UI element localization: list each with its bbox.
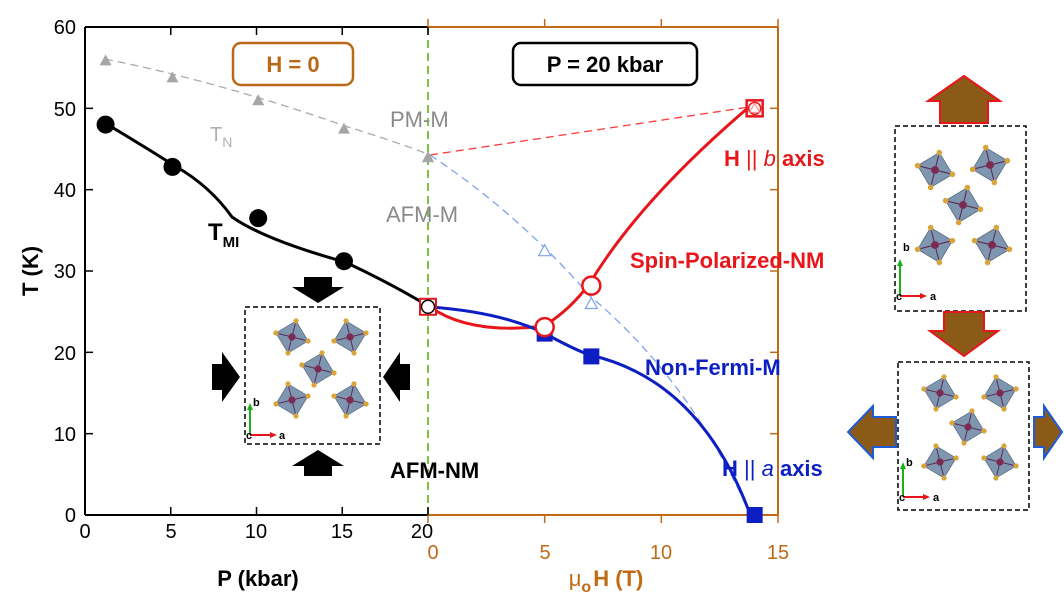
tn-h-b-line bbox=[429, 106, 750, 156]
y-tick-labels: 0 10 20 30 40 50 60 bbox=[54, 17, 76, 527]
y-tick-label: 0 bbox=[65, 505, 76, 527]
h-tick-labels: 0 5 10 15 bbox=[427, 542, 789, 564]
tmi-marker bbox=[249, 209, 268, 228]
y-tick-label: 20 bbox=[54, 343, 76, 365]
inset-pressure-axes: b c a bbox=[246, 397, 286, 442]
p20-box: P = 20 kbar bbox=[511, 41, 699, 87]
inset-field-a-c-label: c bbox=[899, 492, 905, 504]
p-tick-label: 0 bbox=[79, 521, 90, 543]
tn-h-a-curve bbox=[429, 154, 751, 515]
h-a-marker bbox=[746, 507, 763, 523]
inset-field-a-b-label: b bbox=[906, 457, 913, 469]
label-h-b-suffix: axis bbox=[782, 146, 825, 171]
p-tick-label: 20 bbox=[411, 521, 433, 543]
field-a-arrow-left bbox=[846, 403, 897, 461]
tn-marker bbox=[166, 71, 179, 83]
p-tick-label: 15 bbox=[331, 521, 353, 543]
inset-pressure-lattice: b c a bbox=[212, 277, 410, 476]
p20-box-label: P = 20 kbar bbox=[547, 52, 664, 77]
tn-h-marker bbox=[584, 296, 599, 310]
label-afm-nm: AFM-NM bbox=[390, 458, 479, 483]
inset-pressure-b-label: b bbox=[253, 397, 260, 409]
label-h-parallel-a: H || a axis bbox=[722, 456, 823, 481]
inset-field-b-a-label: a bbox=[930, 291, 937, 303]
y-tick-label: 50 bbox=[54, 99, 76, 121]
h-tick-label: 10 bbox=[650, 542, 672, 564]
axis-ticks bbox=[84, 19, 779, 523]
label-h-b-parallel: || bbox=[746, 146, 757, 171]
inset-pressure-c-label: c bbox=[246, 430, 252, 442]
field-b-arrow-top bbox=[924, 74, 1004, 124]
p-tick-labels: 0 5 10 15 20 bbox=[79, 521, 433, 543]
data-markers bbox=[96, 54, 764, 523]
h-axis-title: μoH (T) bbox=[569, 566, 644, 596]
h-axis-title-mu: μ bbox=[569, 566, 582, 591]
tmi-curve bbox=[104, 121, 431, 309]
h-axis-title-sub: o bbox=[581, 579, 591, 596]
label-non-fermi-m: Non-Fermi-M bbox=[645, 355, 781, 380]
inset-field-a-a-label: a bbox=[933, 492, 940, 504]
inset-field-a-lattice: b c a bbox=[846, 361, 1064, 511]
h-b-marker bbox=[581, 275, 602, 296]
junction-circle bbox=[420, 299, 436, 315]
label-tmi-main: T bbox=[208, 219, 223, 246]
inset-field-b-lattice: b c a bbox=[894, 74, 1027, 358]
h-a-marker bbox=[583, 348, 600, 365]
label-afm-m: AFM-M bbox=[386, 202, 458, 227]
tn-marker bbox=[252, 94, 265, 106]
h-tick-label: 0 bbox=[427, 542, 438, 564]
inset-field-b-axes: b c a bbox=[896, 242, 937, 303]
label-pm-m: PM-M bbox=[390, 107, 449, 132]
h-axis-title-rest: H (T) bbox=[593, 566, 643, 591]
label-tn-main: T bbox=[210, 124, 222, 146]
tn-marker bbox=[337, 122, 350, 134]
y-axis-title: T (K) bbox=[18, 246, 43, 296]
label-h-a-axis: a bbox=[762, 456, 774, 481]
inset-field-b-b-label: b bbox=[903, 242, 910, 254]
h-zero-box-label: H = 0 bbox=[266, 52, 319, 77]
y-tick-label: 40 bbox=[54, 180, 76, 202]
inset-field-a-axes: b c a bbox=[899, 457, 940, 504]
label-h-b-axis: b bbox=[764, 146, 776, 171]
tmi-marker bbox=[334, 252, 353, 271]
pressure-arrow-left bbox=[212, 352, 240, 402]
tmi-marker bbox=[163, 157, 182, 176]
pressure-arrow-top bbox=[292, 277, 344, 303]
tmi-marker bbox=[96, 115, 115, 134]
label-h-b-prefix: H bbox=[724, 146, 740, 171]
label-tn: TN bbox=[210, 124, 232, 150]
label-h-a-prefix: H bbox=[722, 456, 738, 481]
tn-h-marker bbox=[537, 243, 552, 257]
label-tn-sub: N bbox=[222, 134, 232, 150]
h-tick-label: 5 bbox=[539, 542, 550, 564]
p-axis-title: P (kbar) bbox=[217, 566, 299, 591]
label-h-a-parallel: || bbox=[744, 456, 755, 481]
label-h-a-suffix: axis bbox=[780, 456, 823, 481]
p-tick-label: 10 bbox=[245, 521, 267, 543]
y-tick-label: 60 bbox=[54, 17, 76, 39]
y-tick-label: 30 bbox=[54, 261, 76, 283]
pressure-arrow-bottom bbox=[292, 450, 344, 476]
tn-h-end-marker bbox=[748, 102, 761, 113]
h-zero-box: H = 0 bbox=[231, 41, 355, 87]
field-b-arrow-bottom bbox=[926, 311, 1002, 358]
y-tick-label: 10 bbox=[54, 424, 76, 446]
region-labels: PM-M AFM-M AFM-NM Spin-Polarized-NM Non-… bbox=[208, 107, 825, 483]
label-spin-polarized-nm: Spin-Polarized-NM bbox=[630, 248, 824, 273]
label-tmi-sub: MI bbox=[223, 234, 240, 251]
p-tick-label: 5 bbox=[165, 521, 176, 543]
tn-curve bbox=[104, 58, 431, 156]
h-b-marker bbox=[534, 316, 555, 338]
tn-marker bbox=[99, 54, 112, 66]
tn-boundary-marker bbox=[422, 151, 434, 163]
label-h-parallel-b: H || b axis bbox=[724, 146, 825, 171]
inset-pressure-a-label: a bbox=[279, 430, 286, 442]
h-tick-label: 15 bbox=[767, 542, 789, 564]
h-b-curve bbox=[429, 105, 750, 330]
field-a-arrow-right bbox=[1033, 402, 1064, 462]
inset-field-b-c-label: c bbox=[896, 291, 902, 303]
label-tmi: TMI bbox=[208, 219, 239, 251]
pressure-arrow-right bbox=[383, 352, 410, 402]
